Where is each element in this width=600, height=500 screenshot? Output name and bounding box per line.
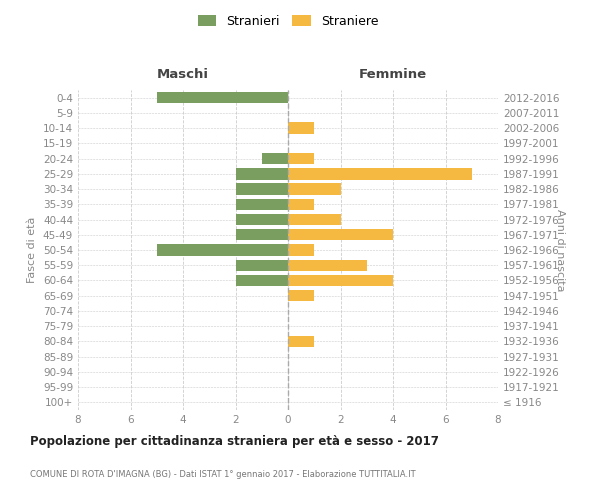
Bar — [288, 198, 314, 210]
Text: COMUNE DI ROTA D'IMAGNA (BG) - Dati ISTAT 1° gennaio 2017 - Elaborazione TUTTITA: COMUNE DI ROTA D'IMAGNA (BG) - Dati ISTA… — [30, 470, 416, 479]
Bar — [288, 260, 367, 271]
Bar — [157, 244, 288, 256]
Bar — [157, 92, 288, 104]
Y-axis label: Fasce di età: Fasce di età — [28, 217, 37, 283]
Bar — [288, 336, 314, 347]
Bar — [288, 168, 472, 179]
Bar — [235, 275, 288, 286]
Bar — [288, 214, 341, 225]
Bar — [288, 122, 314, 134]
Bar — [235, 260, 288, 271]
Bar — [235, 168, 288, 179]
Bar — [288, 153, 314, 164]
Bar — [235, 184, 288, 195]
Bar — [288, 229, 393, 240]
Bar — [235, 214, 288, 225]
Bar — [288, 244, 314, 256]
Text: Femmine: Femmine — [359, 68, 427, 81]
Bar — [235, 198, 288, 210]
Bar — [288, 275, 393, 286]
Text: Popolazione per cittadinanza straniera per età e sesso - 2017: Popolazione per cittadinanza straniera p… — [30, 435, 439, 448]
Bar — [288, 184, 341, 195]
Legend: Stranieri, Straniere: Stranieri, Straniere — [193, 10, 383, 33]
Y-axis label: Anni di nascita: Anni di nascita — [555, 209, 565, 291]
Bar — [262, 153, 288, 164]
Text: Maschi: Maschi — [157, 68, 209, 81]
Bar — [235, 229, 288, 240]
Bar — [288, 290, 314, 302]
